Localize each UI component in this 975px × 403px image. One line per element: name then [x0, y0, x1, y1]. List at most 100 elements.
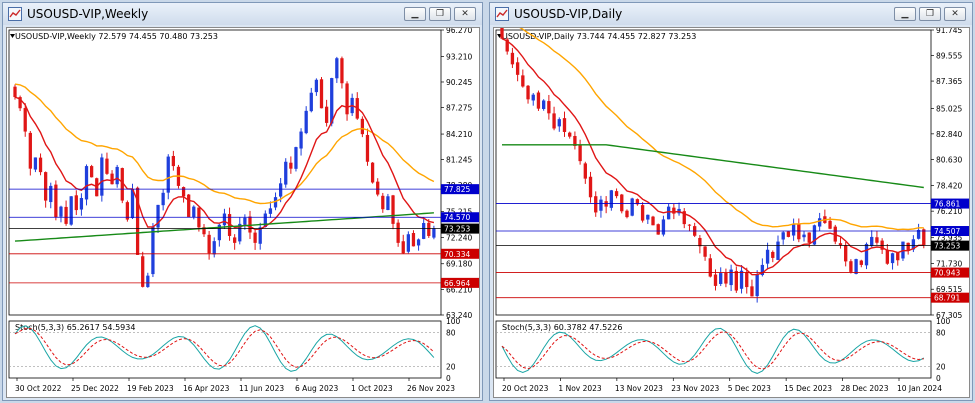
- stochastic-main-line: [501, 327, 925, 374]
- price-level-tag: [931, 292, 969, 303]
- close-button[interactable]: ✕: [454, 7, 476, 21]
- bearish-candle: [896, 252, 900, 261]
- date-axis-label: 11 Jun 2023: [239, 384, 284, 393]
- bearish-candle: [141, 256, 145, 287]
- bullish-candle: [268, 208, 273, 214]
- bullish-candle: [263, 213, 267, 227]
- bearish-candle: [640, 205, 645, 221]
- bullish-candle: [666, 206, 671, 220]
- bearish-candle: [253, 232, 257, 243]
- price-scale-label: 90.245: [446, 78, 472, 87]
- minimize-button[interactable]: ▁: [404, 7, 426, 21]
- header-dropdown-icon[interactable]: [10, 34, 15, 38]
- bearish-candle: [370, 162, 375, 183]
- bearish-candle: [227, 214, 232, 236]
- bearish-candle: [844, 245, 848, 262]
- weekly-chart-svg[interactable]: USOUSD-VIP,Weekly 72.579 74.455 70.480 7…: [7, 26, 481, 399]
- bullish-candle: [294, 147, 298, 169]
- bullish-candle: [161, 192, 165, 206]
- weekly-chart-area[interactable]: USOUSD-VIP,Weekly 72.579 74.455 70.480 7…: [6, 26, 481, 399]
- price-scale-label: 84.210: [446, 130, 472, 139]
- bearish-candle: [620, 194, 624, 212]
- bullish-candle: [243, 217, 247, 225]
- bearish-candle: [698, 237, 702, 247]
- bullish-candle: [557, 119, 561, 127]
- daily-chart-area[interactable]: USOUSD-VIP,Daily 73.744 74.455 72.827 73…: [493, 17, 971, 399]
- bearish-candle: [713, 274, 718, 286]
- bearish-candle: [526, 85, 530, 100]
- bearish-candle: [64, 206, 68, 224]
- bearish-candle: [536, 92, 541, 109]
- date-axis-label: 10 Jan 2024: [897, 384, 942, 393]
- bearish-candle: [391, 195, 395, 224]
- weekly-title-bar[interactable]: USOUSD-VIP,Weekly ▁ ❐ ✕: [3, 3, 482, 25]
- daily-chart-svg[interactable]: USOUSD-VIP,Daily 73.744 74.455 72.827 73…: [494, 17, 971, 399]
- daily-chart-window[interactable]: USOUSD-VIP,Daily ▁ ❐ ✕ USOUSD-VIP,Daily …: [489, 2, 973, 401]
- bullish-candle: [812, 225, 817, 245]
- bullish-candle: [802, 234, 806, 238]
- bearish-candle: [365, 134, 370, 162]
- bearish-candle: [125, 202, 130, 220]
- bearish-candle: [105, 158, 109, 174]
- bullish-candle: [279, 183, 283, 197]
- bullish-candle: [776, 241, 780, 260]
- bearish-candle: [207, 234, 211, 254]
- bullish-candle: [541, 100, 546, 109]
- date-axis-label: 13 Nov 2023: [615, 384, 663, 393]
- bearish-candle: [44, 172, 48, 201]
- bearish-candle: [797, 223, 801, 240]
- stochastic-scale-label: 20: [936, 363, 946, 372]
- bearish-candle: [786, 231, 791, 237]
- bullish-candle: [79, 197, 84, 210]
- weekly-chart-window[interactable]: USOUSD-VIP,Weekly ▁ ❐ ✕ USOUSD-VIP,Weekl…: [2, 2, 483, 401]
- restore-button[interactable]: ❐: [919, 7, 941, 21]
- moving-average-fast-line: [501, 38, 924, 276]
- bearish-candle: [345, 83, 349, 115]
- bullish-candle: [258, 227, 262, 244]
- bearish-candle: [875, 237, 879, 243]
- price-level-label: 77.825: [444, 185, 470, 194]
- bearish-candle: [614, 191, 619, 197]
- price-scale-label: 69.180: [446, 260, 472, 269]
- date-axis-label: 26 Nov 2023: [407, 384, 455, 393]
- stochastic-scale-label: 100: [936, 317, 951, 326]
- stochastic-scale-label: 80: [936, 328, 946, 337]
- bearish-candle: [18, 97, 22, 109]
- bullish-candle: [212, 241, 216, 255]
- bullish-candle: [791, 224, 796, 236]
- bullish-candle: [386, 196, 390, 211]
- chart-app-icon: [8, 7, 22, 21]
- bearish-candle: [401, 241, 405, 254]
- stochastic-plot-frame[interactable]: [8, 320, 442, 379]
- bearish-candle: [171, 155, 175, 167]
- price-scale-label: 80.630: [936, 156, 962, 165]
- price-scale-label: 76.210: [936, 207, 962, 216]
- price-scale-label: 91.745: [936, 28, 962, 35]
- restore-button[interactable]: ❐: [429, 7, 451, 21]
- price-scale-label: 63.240: [446, 311, 472, 320]
- bearish-candle: [515, 62, 520, 75]
- price-plot-frame[interactable]: [8, 29, 442, 316]
- price-plot-frame[interactable]: [495, 29, 932, 316]
- bearish-candle: [656, 224, 660, 235]
- bearish-candle: [682, 211, 686, 225]
- bullish-candle: [49, 185, 53, 203]
- stochastic-header: Stoch(5,3,3) 65.2617 54.5934: [15, 323, 135, 332]
- bullish-candle: [719, 273, 723, 284]
- bearish-candle: [880, 240, 884, 250]
- bearish-candle: [849, 261, 853, 272]
- bearish-candle: [74, 195, 78, 211]
- price-scale-label: 96.270: [446, 28, 472, 35]
- bullish-candle: [422, 223, 426, 239]
- price-level-label: 76.861: [934, 200, 960, 209]
- bullish-candle: [115, 166, 119, 185]
- weekly-window-title: USOUSD-VIP,Weekly: [27, 7, 149, 21]
- close-button[interactable]: ✕: [944, 7, 966, 21]
- daily-title-bar[interactable]: USOUSD-VIP,Daily ▁ ❐ ✕: [490, 3, 972, 25]
- bearish-candle: [89, 166, 94, 178]
- price-scale-label: 69.515: [936, 285, 962, 294]
- bullish-candle: [156, 204, 160, 228]
- minimize-button[interactable]: ▁: [894, 7, 916, 21]
- bullish-candle: [217, 224, 221, 241]
- bullish-candle: [33, 157, 38, 170]
